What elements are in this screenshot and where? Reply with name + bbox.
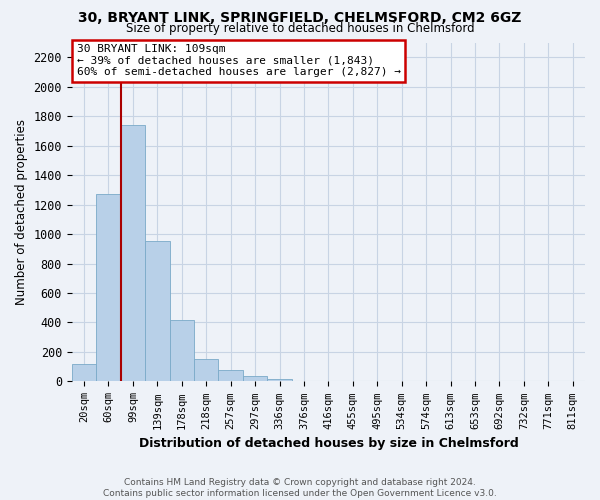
Text: 30, BRYANT LINK, SPRINGFIELD, CHELMSFORD, CM2 6GZ: 30, BRYANT LINK, SPRINGFIELD, CHELMSFORD…: [79, 11, 521, 25]
Text: 30 BRYANT LINK: 109sqm
← 39% of detached houses are smaller (1,843)
60% of semi-: 30 BRYANT LINK: 109sqm ← 39% of detached…: [77, 44, 401, 78]
Bar: [145, 242, 170, 382]
Bar: [194, 360, 218, 382]
Bar: [96, 194, 121, 382]
Bar: [170, 320, 194, 382]
Text: Contains HM Land Registry data © Crown copyright and database right 2024.
Contai: Contains HM Land Registry data © Crown c…: [103, 478, 497, 498]
Bar: [243, 376, 267, 382]
Y-axis label: Number of detached properties: Number of detached properties: [15, 119, 28, 305]
Bar: [267, 379, 292, 382]
Bar: [72, 364, 96, 382]
Text: Size of property relative to detached houses in Chelmsford: Size of property relative to detached ho…: [125, 22, 475, 35]
Bar: [218, 370, 243, 382]
X-axis label: Distribution of detached houses by size in Chelmsford: Distribution of detached houses by size …: [139, 437, 518, 450]
Bar: [121, 125, 145, 382]
